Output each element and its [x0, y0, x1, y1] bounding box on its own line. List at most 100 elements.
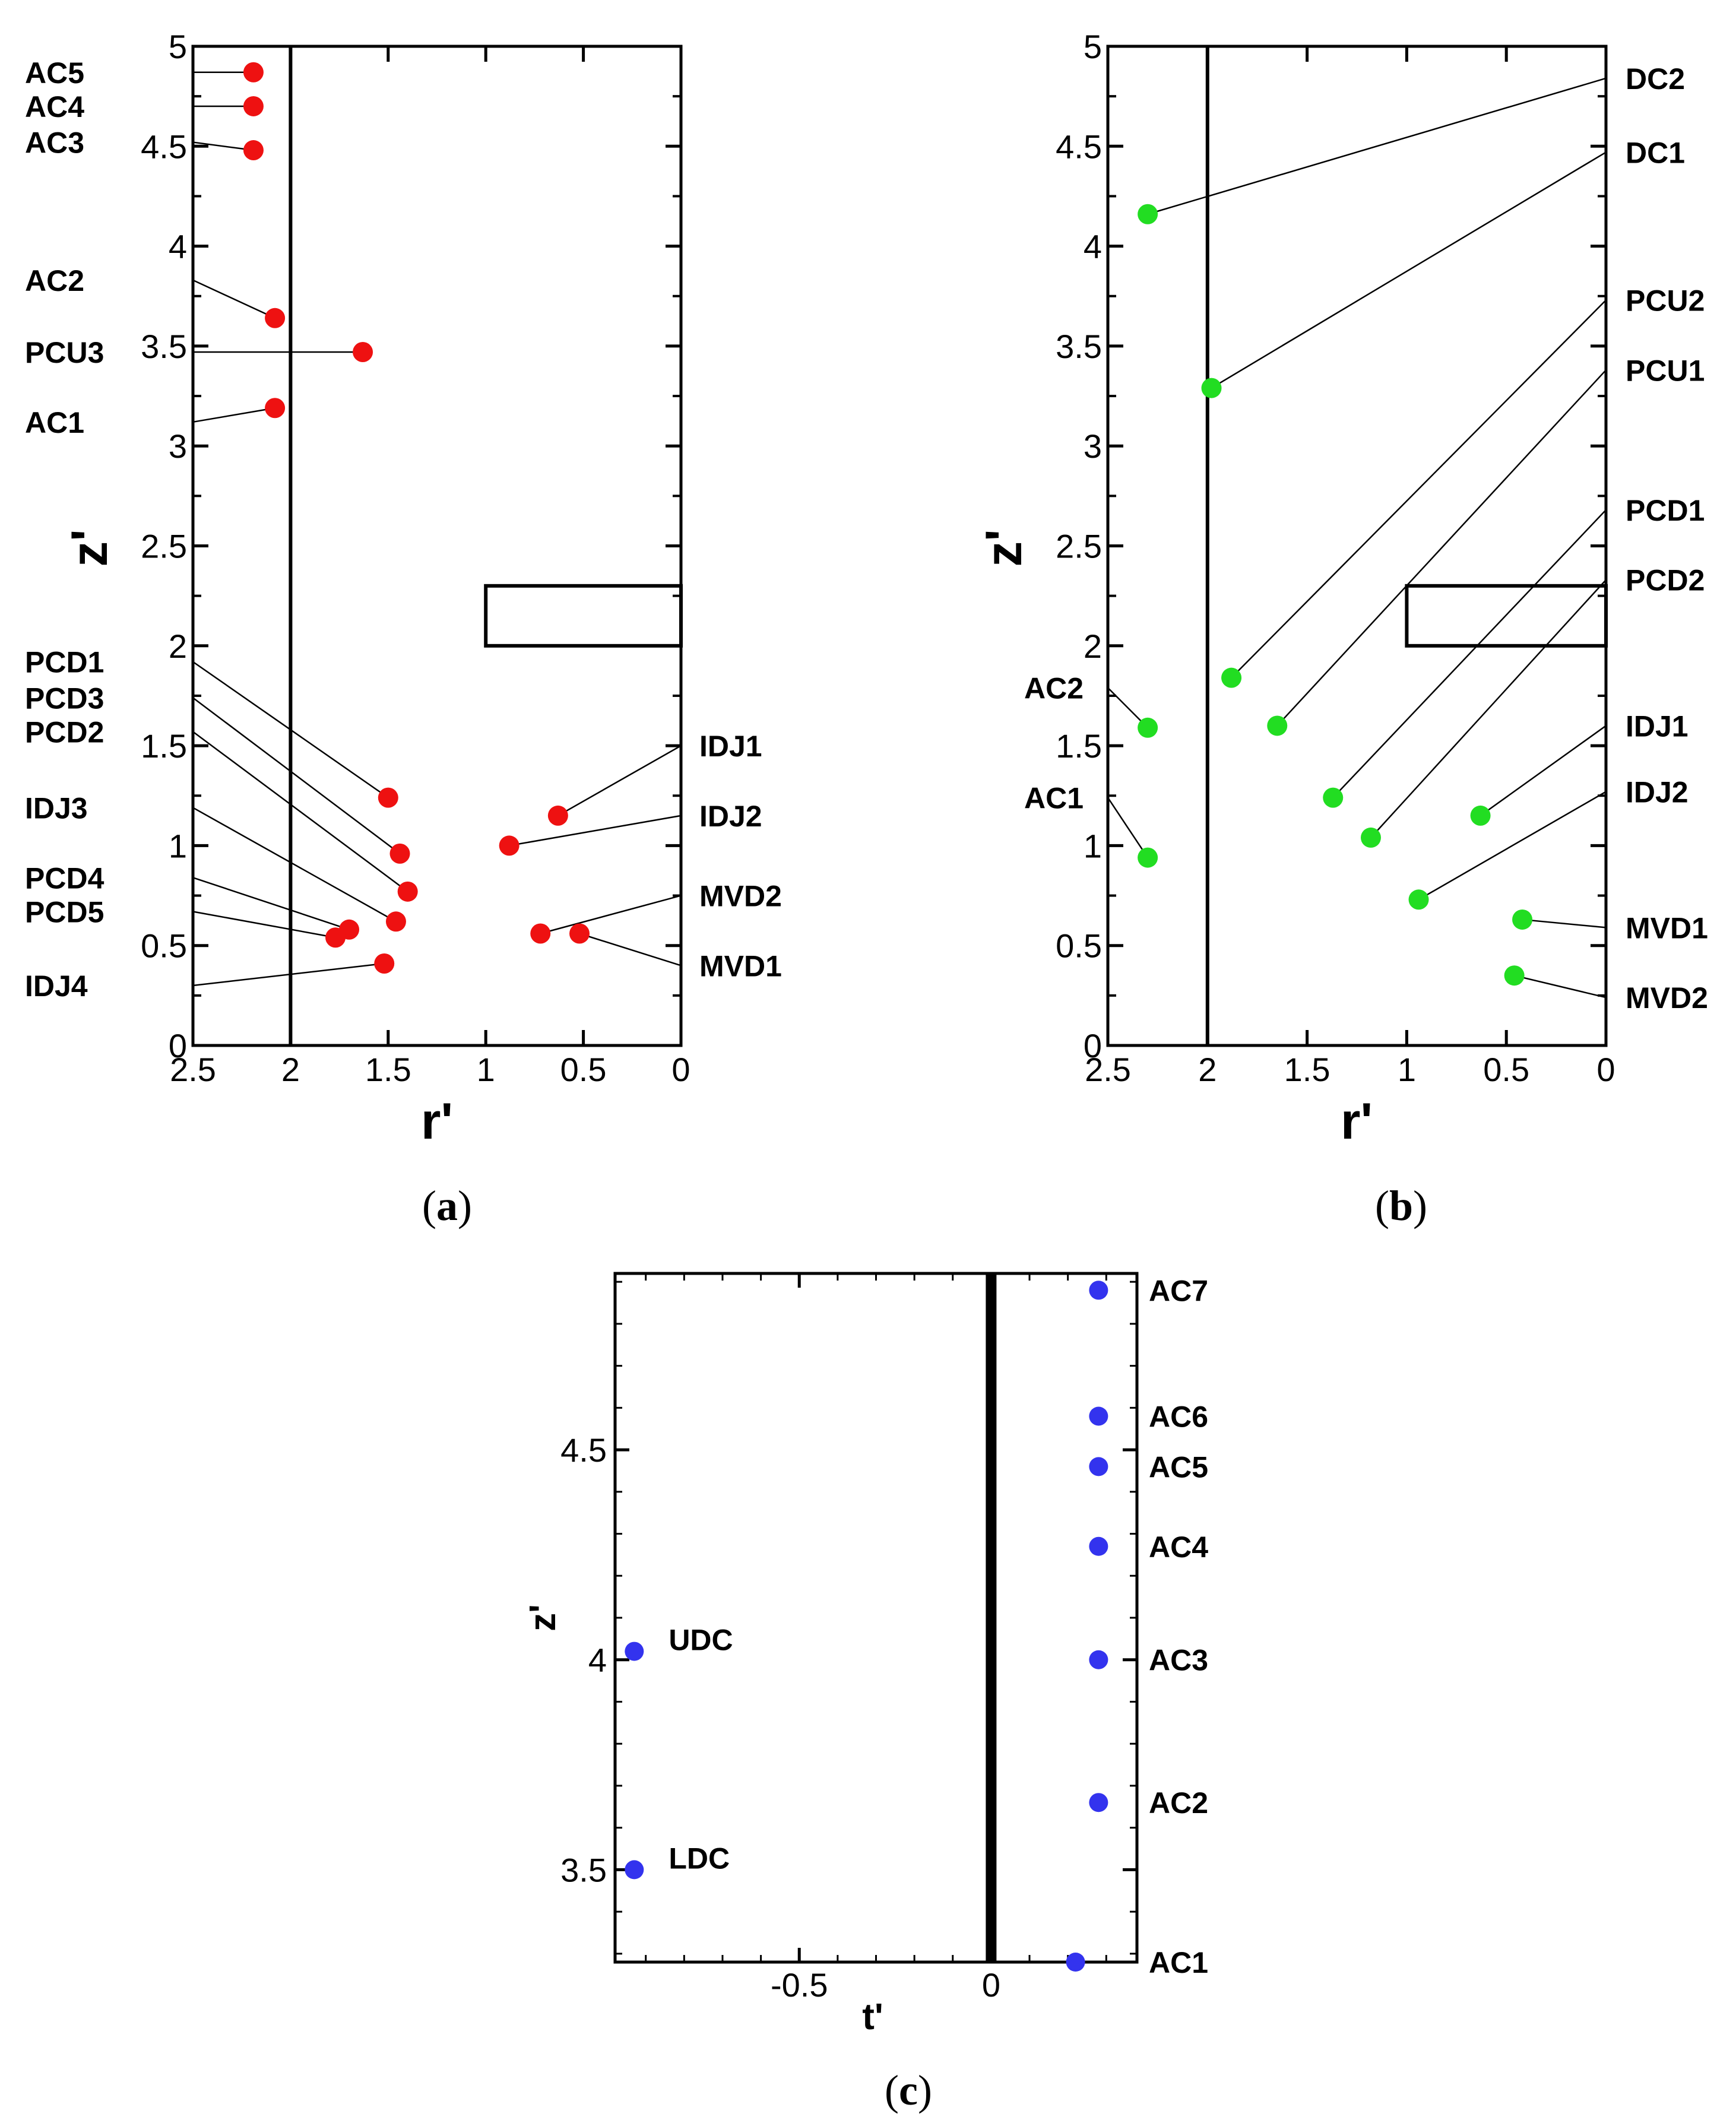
x-tick-labels: 2.5 2 1.5 1 0.5 0	[170, 1051, 690, 1088]
data-point	[569, 924, 590, 944]
data-point	[325, 927, 346, 947]
data-point	[1138, 204, 1158, 224]
leader-line	[1419, 792, 1606, 900]
x-tick-label: 2	[281, 1051, 300, 1088]
x-axis-title: r'	[421, 1093, 453, 1150]
y-tick-labels: 3.5 4 4.5	[560, 1431, 607, 1888]
point-label: PCD2	[1626, 564, 1705, 597]
leader-line	[193, 877, 349, 930]
point-label: AC2	[1149, 1786, 1208, 1820]
leader-line	[1522, 920, 1606, 927]
data-point	[1267, 715, 1287, 736]
x-tick-label: -0.5	[771, 1966, 828, 2004]
point-label: IDJ1	[1626, 709, 1689, 743]
point-label: AC1	[1024, 782, 1084, 815]
caption-c: (c)	[885, 2067, 932, 2114]
data-point	[1089, 1650, 1108, 1669]
y-tick-label: 3	[1084, 427, 1102, 465]
point-label: LDC	[669, 1842, 730, 1875]
figure: AC5AC4AC3AC2PCU3AC1PCD1PCD3PCD2IDJ3PCD4P…	[0, 0, 1736, 2120]
leader-line	[579, 934, 681, 966]
y-tick-label: 4.5	[560, 1431, 607, 1469]
y-tick-label: 4.5	[1056, 128, 1102, 165]
point-label: AC6	[1149, 1400, 1208, 1433]
data-point	[1361, 828, 1381, 848]
y-tick-label: 2.5	[1056, 528, 1102, 565]
x-tick-label: 0	[671, 1051, 690, 1088]
data-point	[374, 953, 394, 974]
x-tick-label: 0.5	[560, 1051, 607, 1088]
point-label: IDJ2	[1626, 776, 1689, 809]
data-point	[499, 835, 519, 855]
caption-a: (a)	[422, 1182, 472, 1229]
x-tick-label: 1.5	[365, 1051, 411, 1088]
point-label: IDJ1	[699, 730, 762, 763]
point-label: IDJ3	[25, 791, 88, 825]
data-point	[625, 1642, 644, 1661]
data-point	[243, 96, 264, 116]
y-tick-label: 4	[588, 1642, 607, 1679]
leader-lines	[193, 72, 681, 985]
y-tick-label: 4	[1084, 228, 1102, 265]
y-tick-label: 2.5	[141, 528, 187, 565]
point-label: IDJ4	[25, 969, 88, 1003]
caption-b: (b)	[1375, 1182, 1427, 1229]
leader-line	[193, 964, 384, 985]
y-tick-label: 2	[1084, 628, 1102, 665]
data-point	[1089, 1281, 1108, 1300]
leader-line	[193, 280, 275, 318]
x-tick-label: 0	[1596, 1051, 1615, 1088]
leader-line	[558, 746, 681, 816]
point-label: AC1	[25, 406, 84, 439]
x-axis-title: r'	[1341, 1093, 1373, 1150]
leader-line	[1277, 370, 1606, 725]
point-label: PCD1	[25, 646, 104, 679]
x-tick-labels: -0.5 0	[771, 1966, 1000, 2004]
leader-line	[1108, 798, 1148, 858]
leader-lines	[1108, 78, 1606, 997]
point-label: PCD2	[25, 716, 104, 749]
y-tick-label: 0	[169, 1027, 187, 1064]
leader-line	[193, 911, 335, 937]
point-label: AC7	[1149, 1274, 1208, 1307]
y-axis-title: z'	[61, 529, 118, 566]
data-point	[548, 806, 568, 826]
point-label: MVD2	[1626, 981, 1708, 1015]
x-tick-label: 0.5	[1483, 1051, 1529, 1088]
point-label: IDJ2	[699, 800, 762, 833]
y-tick-label: 0.5	[1056, 927, 1102, 965]
data-point	[243, 140, 264, 160]
leader-line	[193, 698, 400, 854]
data-point	[1089, 1537, 1108, 1556]
point-label: AC4	[1149, 1530, 1208, 1564]
data-point	[1138, 848, 1158, 868]
point-label: PCU3	[25, 336, 104, 369]
y-tick-label: 3.5	[141, 328, 187, 365]
point-label: MVD1	[1626, 911, 1708, 945]
point-label: AC5	[25, 56, 84, 90]
x-tick-label: 1	[1398, 1051, 1416, 1088]
data-point	[1409, 889, 1429, 910]
x-tick-label: 2	[1198, 1051, 1217, 1088]
data-point	[265, 308, 285, 328]
point-label: AC2	[25, 264, 84, 297]
y-tick-label: 4.5	[141, 128, 187, 165]
y-tick-labels: 0 0.5 1 1.5 2 2.5 3 3.5 4 4.5 5	[1056, 28, 1102, 1064]
point-label: PCD1	[1626, 494, 1705, 527]
point-label: AC3	[1149, 1644, 1208, 1677]
x-tick-label: 0	[982, 1966, 1000, 2004]
y-tick-label: 3.5	[1056, 328, 1102, 365]
y-tick-label: 5	[1084, 28, 1102, 65]
x-tick-label: 1.5	[1284, 1051, 1330, 1088]
y-axis-title: z'	[522, 1604, 563, 1631]
point-label: AC1	[1149, 1946, 1208, 1979]
point-label: DC1	[1626, 136, 1685, 169]
point-label: PCD3	[25, 682, 104, 715]
point-label: MVD1	[699, 949, 782, 983]
leader-line	[1212, 152, 1606, 388]
point-label: AC3	[25, 126, 84, 160]
data-point	[243, 62, 264, 83]
leader-line	[1231, 300, 1606, 677]
leader-line	[509, 816, 681, 845]
data-point	[1089, 1406, 1108, 1425]
